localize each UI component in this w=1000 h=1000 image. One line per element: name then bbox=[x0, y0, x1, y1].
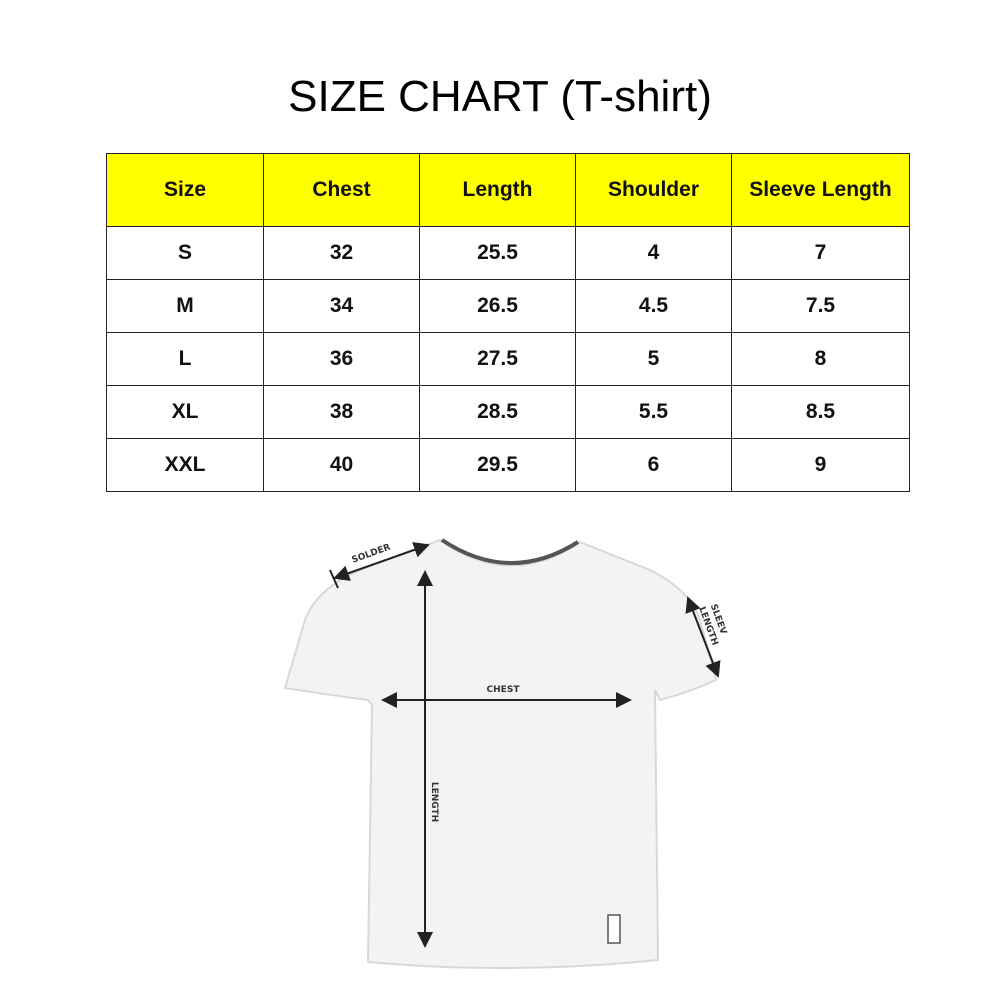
header-cell: Chest bbox=[263, 153, 420, 227]
table-cell: 28.5 bbox=[419, 385, 576, 439]
table-cell: 6 bbox=[575, 438, 732, 492]
header-row: Size Chest Length Shoulder Sleeve Length bbox=[106, 153, 910, 227]
size-table: Size Chest Length Shoulder Sleeve Length S 32… bbox=[106, 153, 910, 492]
sleeve-arrow bbox=[685, 596, 721, 678]
table-cell: 32 bbox=[263, 226, 420, 280]
table-cell: 25.5 bbox=[419, 226, 576, 280]
table-cell: 26.5 bbox=[419, 279, 576, 333]
table-cell: 7 bbox=[731, 226, 910, 280]
chest-label: CHEST bbox=[487, 685, 521, 695]
title: SIZE CHART (T-shirt) bbox=[288, 72, 712, 121]
table-row: XXL 40 29.5 6 9 bbox=[106, 438, 910, 492]
table-cell: S bbox=[106, 226, 264, 280]
table-cell: 7.5 bbox=[731, 279, 910, 333]
table-cell: XL bbox=[106, 385, 264, 439]
table-cell: 9 bbox=[731, 438, 910, 492]
header-cell: Sleeve Length bbox=[731, 153, 910, 227]
table-cell: 34 bbox=[263, 279, 420, 333]
table-cell: 8.5 bbox=[731, 385, 910, 439]
table-cell: 8 bbox=[731, 332, 910, 386]
table-row: L 36 27.5 5 8 bbox=[106, 332, 910, 386]
table-row: S 32 25.5 4 7 bbox=[106, 226, 910, 280]
length-label: LENGTH bbox=[429, 782, 439, 822]
shoulder-tick bbox=[329, 569, 339, 589]
table-cell: 38 bbox=[263, 385, 420, 439]
table-body: S 32 25.5 4 7 M 34 26.5 4.5 7.5 L 36 27.5 5 8 XL 38 28.5 5… bbox=[106, 226, 910, 492]
shoulder-arrow bbox=[333, 542, 430, 581]
table-cell: 29.5 bbox=[419, 438, 576, 492]
table-row: XL 38 28.5 5.5 8.5 bbox=[106, 385, 910, 439]
table-cell: 5 bbox=[575, 332, 732, 386]
neckline bbox=[440, 538, 580, 565]
table-cell: 4 bbox=[575, 226, 732, 280]
header-cell: Length bbox=[419, 153, 576, 227]
table-cell: 27.5 bbox=[419, 332, 576, 386]
header-cell: Size bbox=[106, 153, 264, 227]
table-row: M 34 26.5 4.5 7.5 bbox=[106, 279, 910, 333]
table-cell: 4.5 bbox=[575, 279, 732, 333]
table-cell: M bbox=[106, 279, 264, 333]
tshirt bbox=[283, 538, 718, 970]
tag bbox=[607, 914, 621, 944]
header-cell: Shoulder bbox=[575, 153, 732, 227]
